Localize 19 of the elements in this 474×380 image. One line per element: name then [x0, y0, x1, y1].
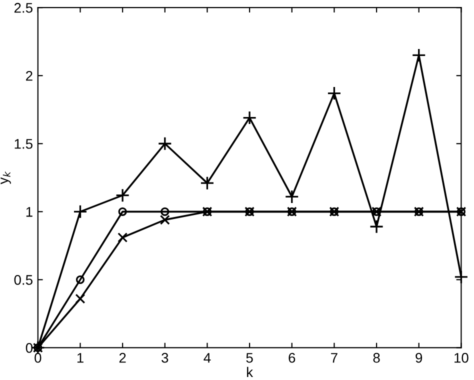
- y-tick-label: 0: [26, 343, 33, 353]
- y-tick-label: 2: [26, 70, 32, 81]
- y-tick-label: 1: [26, 207, 32, 217]
- x-tick-label: 2: [119, 352, 126, 363]
- y-tick-label: 1.5: [14, 139, 32, 149]
- x-tick-label: 6: [288, 352, 296, 363]
- y-axis-title: y$_{k}$: [0, 171, 11, 184]
- y-tick-label: 2.5: [14, 2, 32, 13]
- x-tick-label: 9: [416, 352, 422, 363]
- x-tick-label: 1: [77, 353, 84, 363]
- x-tick-label: 8: [373, 352, 380, 363]
- x-axis-title: k: [247, 366, 254, 377]
- x-tick-label: 0: [34, 352, 42, 363]
- y-tick-label: 0.5: [14, 275, 32, 285]
- x-tick-label: 4: [204, 353, 211, 363]
- x-tick-label: 5: [246, 353, 253, 363]
- x-tick-label: 10: [454, 352, 468, 363]
- x-tick-label: 7: [331, 353, 338, 363]
- x-tick-label: 3: [162, 352, 168, 363]
